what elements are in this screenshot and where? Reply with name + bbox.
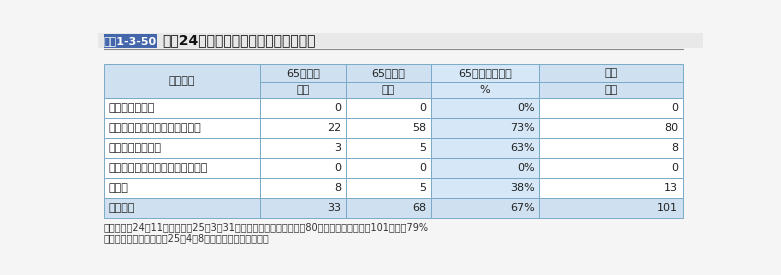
Bar — [104, 198, 260, 218]
Text: 0%: 0% — [517, 163, 535, 173]
Text: 落雪等による死者: 落雪等による死者 — [109, 143, 162, 153]
Text: 65歳未満: 65歳未満 — [286, 68, 320, 78]
Text: 0: 0 — [334, 163, 341, 173]
Bar — [104, 64, 683, 218]
Text: 8: 8 — [333, 183, 341, 193]
Text: 0: 0 — [419, 103, 426, 113]
Bar — [260, 82, 346, 98]
Bar — [346, 198, 431, 218]
Text: 0: 0 — [671, 103, 678, 113]
Bar — [431, 138, 540, 158]
Text: 合計: 合計 — [604, 68, 618, 78]
Bar — [431, 118, 540, 138]
Text: 68: 68 — [412, 203, 426, 213]
Bar — [98, 33, 703, 48]
Text: 65歳以上: 65歳以上 — [371, 68, 405, 78]
Bar — [540, 178, 683, 198]
Bar — [540, 64, 683, 82]
Text: 人数: 人数 — [296, 85, 309, 95]
Text: 倒壊した家屋の下敷きによる死者: 倒壊した家屋の下敷きによる死者 — [109, 163, 208, 173]
Text: 合　　計: 合 計 — [109, 203, 135, 213]
Bar — [540, 118, 683, 138]
Text: 73%: 73% — [510, 123, 535, 133]
Text: %: % — [480, 85, 490, 95]
Bar — [346, 178, 431, 198]
Text: 雪下ろし等，除雪作業中の死者: 雪下ろし等，除雪作業中の死者 — [109, 123, 201, 133]
Bar — [431, 178, 540, 198]
Text: 63%: 63% — [510, 143, 535, 153]
Bar — [104, 178, 260, 198]
Text: 平成24年度大雪による人的被害の状況: 平成24年度大雪による人的被害の状況 — [162, 34, 316, 48]
Text: 13: 13 — [664, 183, 678, 193]
Bar — [431, 98, 540, 118]
Bar — [431, 82, 540, 98]
Text: 80: 80 — [664, 123, 678, 133]
Text: 65歳以上の割合: 65歳以上の割合 — [458, 68, 512, 78]
Text: 人数: 人数 — [604, 85, 618, 95]
Text: 58: 58 — [412, 123, 426, 133]
Bar — [346, 98, 431, 118]
Text: 0: 0 — [671, 163, 678, 173]
Bar — [346, 118, 431, 138]
Bar — [346, 158, 431, 178]
Text: 33: 33 — [327, 203, 341, 213]
Bar — [260, 64, 346, 82]
Text: 人数: 人数 — [382, 85, 395, 95]
Text: 5: 5 — [419, 143, 426, 153]
Bar — [260, 138, 346, 158]
Bar — [431, 64, 540, 82]
Text: 死亡状況: 死亡状況 — [169, 76, 195, 86]
Bar — [431, 198, 540, 218]
Bar — [346, 82, 431, 98]
Bar — [540, 138, 683, 158]
Text: 0: 0 — [419, 163, 426, 173]
Bar — [104, 98, 260, 118]
Bar — [104, 138, 260, 158]
Text: 38%: 38% — [510, 183, 535, 193]
Bar — [260, 118, 346, 138]
Bar — [540, 98, 683, 118]
Bar — [260, 178, 346, 198]
Bar — [104, 64, 260, 98]
Text: 雪崩による死者: 雪崩による死者 — [109, 103, 155, 113]
Bar — [104, 118, 260, 138]
Bar — [346, 64, 431, 82]
Text: （注）平成24年11月から平成25年3月31日まで除雪作業中の死者（80人）は全体の死者（101人）の79%: （注）平成24年11月から平成25年3月31日まで除雪作業中の死者（80人）は全… — [104, 222, 429, 232]
Text: 0%: 0% — [517, 103, 535, 113]
Bar — [260, 198, 346, 218]
Text: 101: 101 — [657, 203, 678, 213]
Bar — [540, 198, 683, 218]
Text: 0: 0 — [334, 103, 341, 113]
Text: 67%: 67% — [510, 203, 535, 213]
Bar — [104, 34, 156, 48]
Text: 8: 8 — [671, 143, 678, 153]
Bar — [260, 158, 346, 178]
Bar — [260, 98, 346, 118]
Bar — [431, 158, 540, 178]
Bar — [540, 82, 683, 98]
Text: 出典：消防庁資料（平成25年4月8日）をもとに内閣府作成: 出典：消防庁資料（平成25年4月8日）をもとに内閣府作成 — [104, 233, 269, 243]
Text: その他: その他 — [109, 183, 128, 193]
Bar — [540, 158, 683, 178]
Text: 5: 5 — [419, 183, 426, 193]
Bar — [346, 138, 431, 158]
Bar — [104, 158, 260, 178]
Text: 図表1-3-50: 図表1-3-50 — [104, 36, 157, 46]
Text: 22: 22 — [326, 123, 341, 133]
Text: 3: 3 — [334, 143, 341, 153]
